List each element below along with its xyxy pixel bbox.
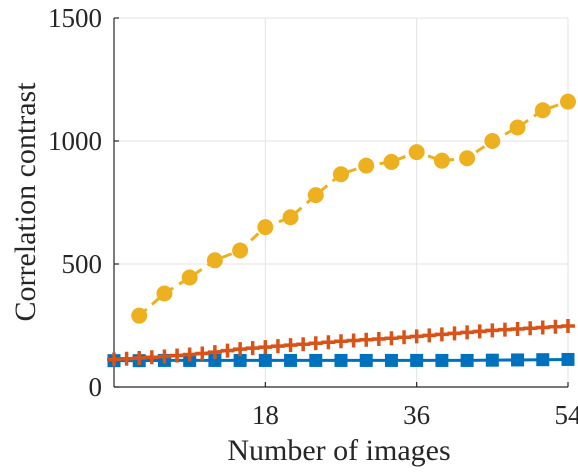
data-point [233,243,248,258]
data-point [410,354,423,367]
data-point [536,353,549,366]
data-point [410,329,424,343]
data-point [120,352,134,366]
series-line [139,102,568,316]
data-point [385,354,398,367]
data-point [359,333,373,347]
data-point [321,335,335,349]
data-point [360,354,373,367]
data-point [296,337,310,351]
axes [114,18,568,387]
data-point [422,328,436,342]
data-point [182,270,197,285]
data-point [562,353,575,366]
data-point [561,319,575,333]
x-tick-label: 18 [252,400,279,430]
data-point [536,320,550,334]
data-point [284,354,297,367]
data-point [460,325,474,339]
data-point [335,354,348,367]
data-point [284,338,298,352]
data-point [498,323,512,337]
data-point [486,354,499,367]
data-point [246,341,260,355]
data-point [561,94,576,109]
data-point [157,286,172,301]
data-point [334,334,348,348]
data-point [271,339,285,353]
data-point [460,151,475,166]
data-point [485,134,500,149]
data-point [132,308,147,323]
data-point [511,353,524,366]
data-point [523,321,537,335]
series-circle-1 [132,94,576,323]
grid [114,18,568,387]
data-point [309,336,323,350]
data-point [308,188,323,203]
data-point [259,354,272,367]
data-point [384,154,399,169]
data-point [473,324,487,338]
data-point [435,354,448,367]
data-point [145,350,159,364]
data-point [485,323,499,337]
data-point [510,120,525,135]
data-point [434,153,449,168]
data-point [347,334,361,348]
data-point [384,331,398,345]
data-point [258,340,272,354]
data-point [435,327,449,341]
data-point [448,326,462,340]
y-tick-label: 500 [62,249,103,279]
data-point [397,330,411,344]
data-point [309,354,322,367]
y-tick-label: 1000 [48,126,102,156]
x-tick-label: 36 [403,400,430,430]
data-point [195,347,209,361]
data-point [548,320,562,334]
y-tick-label: 0 [89,372,103,402]
data-point [409,145,424,160]
y-axis-label: Correlation contrast [9,82,42,322]
x-tick-label: 54 [555,400,578,430]
data-point [283,210,298,225]
series-group [107,94,576,367]
data-point [511,322,525,336]
data-point [461,354,474,367]
data-point [258,220,273,235]
data-point [221,344,235,358]
data-point [535,103,550,118]
data-point [334,167,349,182]
data-point [359,158,374,173]
data-point [207,253,222,268]
x-axis-label: Number of images [227,434,450,467]
data-point [372,332,386,346]
y-tick-label: 1500 [48,3,102,33]
